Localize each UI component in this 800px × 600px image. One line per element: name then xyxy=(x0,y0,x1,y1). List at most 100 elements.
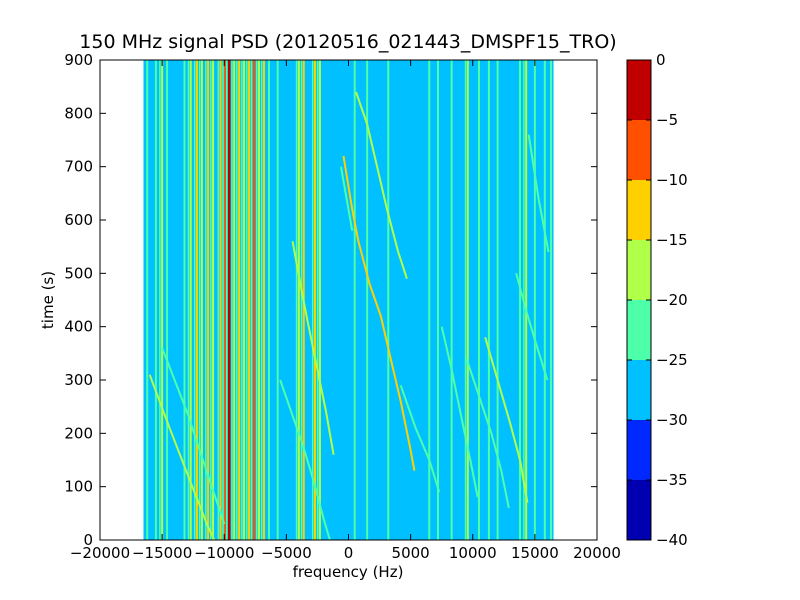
spectral-line-0 xyxy=(146,60,149,540)
spectral-line-20 xyxy=(267,60,270,540)
spectral-line-27 xyxy=(366,60,369,540)
x-axis-label: frequency (Hz) xyxy=(293,563,404,581)
spectral-line-1 xyxy=(154,60,157,540)
y-tick-label: 800 xyxy=(64,104,93,122)
spectral-line-halo-18 xyxy=(256,60,258,540)
spectral-line-22 xyxy=(297,60,300,540)
x-tick-label: 5000 xyxy=(392,544,430,562)
spectral-line-2 xyxy=(161,60,164,540)
spectral-line-halo-7 xyxy=(198,60,201,540)
colorbar-segment-5 xyxy=(627,180,651,240)
spectral-line-10 xyxy=(219,60,222,540)
trace-curve-10 xyxy=(484,337,529,503)
spectral-line-9 xyxy=(212,60,215,540)
colorbar-segment-3 xyxy=(627,300,651,360)
spectral-line-35 xyxy=(496,60,499,540)
spectral-line-4 xyxy=(183,60,186,540)
trace-curve-0 xyxy=(342,155,416,471)
x-tick-label: −5000 xyxy=(261,544,312,562)
trace-curve-9 xyxy=(465,358,510,509)
spectral-line-halo-9 xyxy=(210,60,212,540)
spectral-line-13 xyxy=(233,60,236,540)
colorbar-segment-1 xyxy=(627,420,651,480)
trace-curve-1 xyxy=(355,91,408,280)
spectral-line-32 xyxy=(466,60,469,540)
y-tick-label: 700 xyxy=(64,158,93,176)
spectral-line-5 xyxy=(189,60,192,540)
trace-curve-4 xyxy=(148,374,216,541)
colorbar-segment-6 xyxy=(627,120,651,180)
y-tick-label: 900 xyxy=(64,51,93,69)
axes: −20000 −15000 −10000 −5000 0 5000 10000 15000 20… xyxy=(64,51,621,562)
spectral-line-halo-25 xyxy=(316,60,319,540)
y-tick-label: 500 xyxy=(64,264,93,282)
spectral-line-11 xyxy=(224,60,227,540)
spectral-line-7 xyxy=(200,60,203,540)
spectral-line-halo-17 xyxy=(250,60,253,540)
spectral-line-halo-10 xyxy=(217,60,220,540)
spectral-line-halo-22 xyxy=(295,60,298,540)
spectral-line-21 xyxy=(276,60,279,540)
heatmap-area xyxy=(143,60,554,541)
y-tick-label: 600 xyxy=(64,211,93,229)
heatmap-background xyxy=(143,60,554,540)
y-axis-label: time (s) xyxy=(39,271,57,329)
spectral-line-halo-19 xyxy=(261,60,263,540)
spectral-line-38 xyxy=(533,60,536,540)
colorbar-tick-label: −30 xyxy=(656,411,688,429)
colorbar: −40 −35 −30 −25 −20 −15 −10 −5 0 xyxy=(626,51,688,549)
trace-curve-12 xyxy=(527,134,550,253)
spectral-line-halo-15 xyxy=(241,60,243,540)
x-tick-label: 15000 xyxy=(511,544,559,562)
x-tick-label: 20000 xyxy=(573,544,621,562)
spectral-line-halo-16 xyxy=(246,60,248,540)
x-tick-label: 0 xyxy=(344,544,354,562)
spectral-line-halo-13 xyxy=(231,60,233,540)
y-tick-label: 300 xyxy=(64,371,93,389)
x-tick-label: −15000 xyxy=(132,544,192,562)
spectral-line-3 xyxy=(166,60,169,540)
colorbar-tick-label: −25 xyxy=(656,351,688,369)
colorbar-segment-2 xyxy=(627,360,651,420)
spectral-line-24 xyxy=(313,60,316,540)
spectral-line-8 xyxy=(207,60,210,540)
spectral-line-halo-14 xyxy=(236,60,238,540)
spectral-line-26 xyxy=(353,60,356,540)
spectral-line-17 xyxy=(252,60,256,540)
colorbar-segment-4 xyxy=(627,240,651,300)
spectral-line-29 xyxy=(428,60,431,540)
spectral-line-19 xyxy=(263,60,266,540)
spectral-line-halo-2 xyxy=(159,60,161,540)
spectral-line-25 xyxy=(318,60,321,540)
colorbar-tick-label: −20 xyxy=(656,291,688,309)
x-tick-label: −20000 xyxy=(70,544,130,562)
spectral-line-halo-23 xyxy=(300,60,303,540)
colorbar-tick-label: −40 xyxy=(656,531,688,549)
spectral-line-30 xyxy=(436,60,439,540)
spectral-line-halo-32 xyxy=(464,60,467,540)
trace-curve-7 xyxy=(291,241,335,455)
x-tick-label: 10000 xyxy=(449,544,497,562)
spectral-line-halo-6 xyxy=(193,60,196,540)
spectral-line-31 xyxy=(450,60,453,540)
trace-curve-11 xyxy=(515,273,549,381)
colorbar-tick-label: −5 xyxy=(656,111,678,129)
spectral-line-14 xyxy=(238,60,241,540)
spectral-line-36 xyxy=(518,60,521,540)
trace-curve-8 xyxy=(440,326,479,498)
spectral-line-39 xyxy=(543,60,546,540)
spectral-line-37 xyxy=(525,60,528,540)
trace-curve-6 xyxy=(279,379,331,541)
colorbar-tick-label: −10 xyxy=(656,171,688,189)
colorbar-segment-0 xyxy=(627,480,651,540)
colorbar-segment-7 xyxy=(627,60,651,120)
spectral-line-40 xyxy=(550,60,553,540)
trace-curve-2 xyxy=(340,166,354,231)
y-tick-label: 0 xyxy=(83,531,93,549)
y-tick-label: 100 xyxy=(64,478,93,496)
spectral-line-12 xyxy=(227,60,231,540)
spectral-line-18 xyxy=(258,60,261,540)
colorbar-tick-label: 0 xyxy=(656,51,666,69)
y-tick-label: 200 xyxy=(64,424,93,442)
